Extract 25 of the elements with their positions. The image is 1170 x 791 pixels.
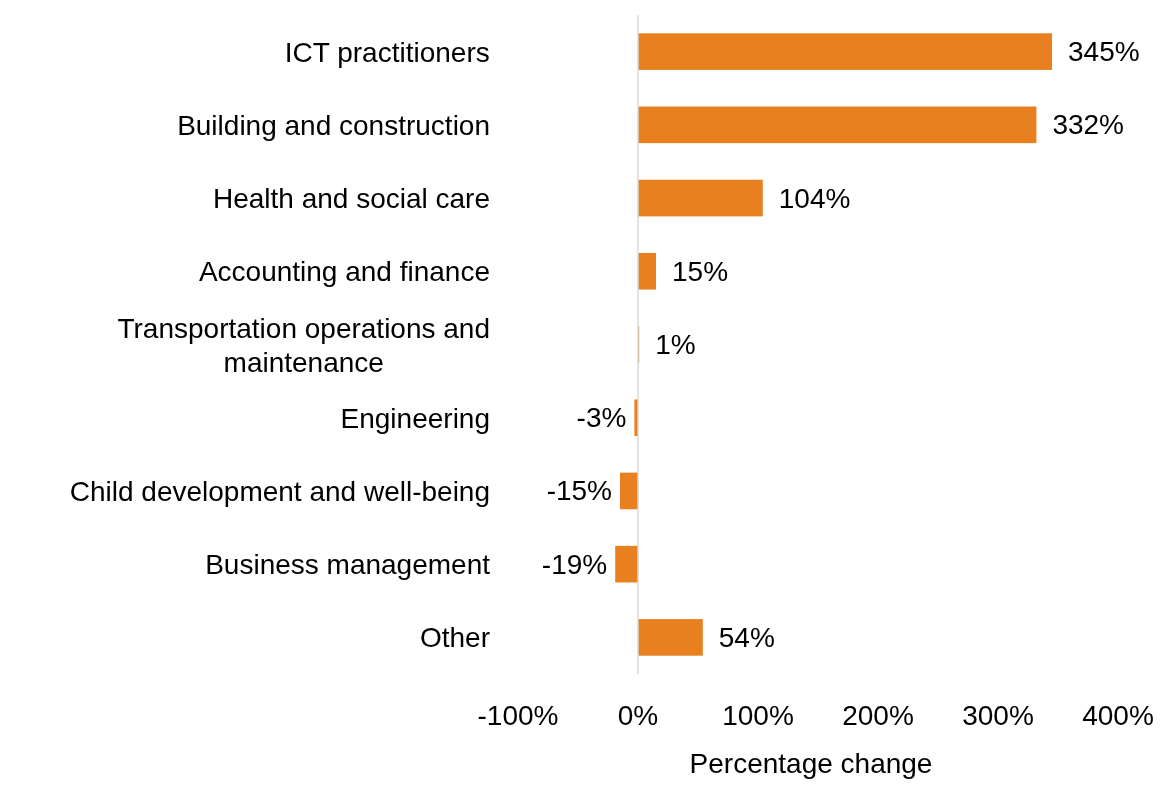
x-tick-label: 200% bbox=[842, 699, 914, 731]
x-tick-label: 300% bbox=[962, 699, 1034, 731]
data-label: -19% bbox=[541, 548, 608, 580]
data-label: 345% bbox=[1068, 36, 1140, 68]
y-tick-label: Building and construction bbox=[177, 109, 490, 141]
x-axis-title: Percentage change bbox=[689, 747, 933, 779]
x-tick-label: 100% bbox=[722, 699, 794, 731]
x-tick-label: 400% bbox=[1082, 699, 1154, 731]
data-label: 15% bbox=[672, 255, 729, 287]
y-tick-label: Engineering bbox=[340, 402, 490, 434]
y-tick-label: ICT practitioners bbox=[284, 36, 490, 68]
data-label: -3% bbox=[576, 402, 627, 434]
y-tick-label: Transportation operations and maintenance bbox=[117, 312, 490, 377]
y-tick-label: Business management bbox=[205, 548, 491, 580]
y-tick-label: Other bbox=[419, 621, 490, 653]
data-label: 332% bbox=[1052, 109, 1125, 141]
y-tick-label: Accounting and finance bbox=[198, 255, 490, 287]
y-tick-label: Child development and well-being bbox=[69, 475, 490, 507]
y-tick-label: Health and social care bbox=[212, 182, 490, 214]
x-tick-label: -100% bbox=[477, 699, 559, 731]
data-label: 54% bbox=[718, 621, 775, 653]
data-label: 1% bbox=[655, 329, 696, 360]
data-label: -15% bbox=[546, 475, 612, 507]
x-tick-label: 0% bbox=[617, 699, 659, 731]
data-label: 104% bbox=[778, 182, 851, 214]
